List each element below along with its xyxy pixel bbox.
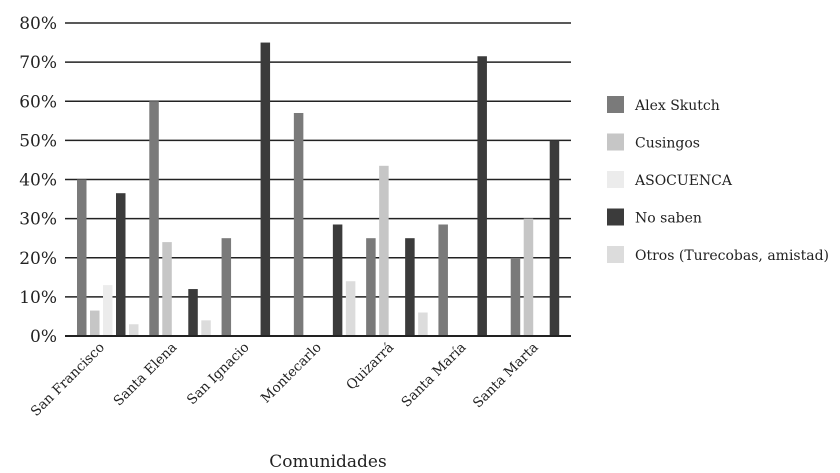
x-axis-title: Comunidades — [269, 452, 386, 472]
gridlines — [65, 22, 571, 298]
legend-label: No saben — [635, 211, 702, 227]
bars — [77, 42, 560, 336]
bar-alex-skutch-3 — [293, 112, 304, 336]
legend-swatch — [607, 96, 624, 113]
legend-swatch — [607, 246, 624, 263]
bar-no-saben-0 — [116, 193, 126, 336]
bar-alex-skutch-2 — [221, 238, 232, 336]
bar-alex-skutch-0 — [77, 179, 87, 336]
y-tick-label: 30% — [19, 210, 57, 230]
bar-no-saben-1 — [188, 289, 198, 336]
bar-asocuenca-0 — [103, 285, 113, 336]
legend-label: ASOCUENCA — [634, 173, 733, 189]
y-tick-label: 10% — [19, 288, 57, 308]
y-tick-label: 0% — [30, 327, 57, 347]
legend-label: Alex Skutch — [634, 98, 720, 114]
x-category-label: Quizarrá — [343, 340, 397, 394]
y-axis-ticks: 0% 10% 20% 30% 40% 50% 60% 70% 80% — [19, 14, 57, 347]
bar-otros-turecobas-amistad-0 — [129, 324, 139, 336]
bar-otros-turecobas-amistad-1 — [201, 320, 211, 336]
bar-no-saben-5 — [477, 56, 487, 336]
bar-alex-skutch-5 — [438, 224, 448, 336]
y-tick-label: 60% — [19, 92, 57, 112]
legend-swatch — [607, 171, 624, 188]
legend-swatch — [607, 133, 624, 151]
x-category-label: Santa María — [398, 340, 469, 411]
bar-no-saben-2 — [260, 42, 271, 336]
y-tick-label: 50% — [19, 131, 57, 151]
bar-no-saben-3 — [332, 224, 343, 336]
bar-otros-turecobas-amistad-3 — [345, 281, 356, 336]
y-tick-label: 20% — [19, 249, 57, 269]
legend-label: Otros (Turecobas, amistad) — [635, 248, 829, 264]
y-tick-label: 40% — [19, 171, 57, 191]
bar-cusingos-0 — [90, 310, 100, 336]
bar-cusingos-1 — [162, 242, 172, 336]
x-category-label: San Ignacio — [184, 340, 253, 409]
legend-label: Cusingos — [635, 136, 700, 152]
bar-otros-turecobas-amistad-4 — [418, 312, 428, 336]
x-category-label: Montecarlo — [258, 340, 325, 407]
bar-no-saben-4 — [405, 238, 415, 336]
legend: Alex Skutch Cusingos ASOCUENCA No saben Otro… — [607, 96, 829, 264]
bar-cusingos-4 — [379, 165, 389, 336]
x-axis-labels: San Francisco Santa Elena San Ignacio Monte… — [28, 340, 542, 420]
y-tick-label: 80% — [19, 14, 57, 34]
legend-swatch — [607, 208, 624, 226]
x-category-label: Santa Elena — [110, 340, 180, 410]
bar-alex-skutch-6 — [510, 257, 521, 336]
x-category-label: Santa Marta — [470, 340, 542, 412]
y-tick-label: 70% — [19, 53, 57, 73]
bar-alex-skutch-1 — [149, 101, 159, 336]
x-category-label: San Francisco — [28, 340, 108, 420]
bar-cusingos-6 — [523, 218, 534, 336]
bar-no-saben-6 — [549, 140, 560, 336]
bar-alex-skutch-4 — [366, 238, 376, 336]
